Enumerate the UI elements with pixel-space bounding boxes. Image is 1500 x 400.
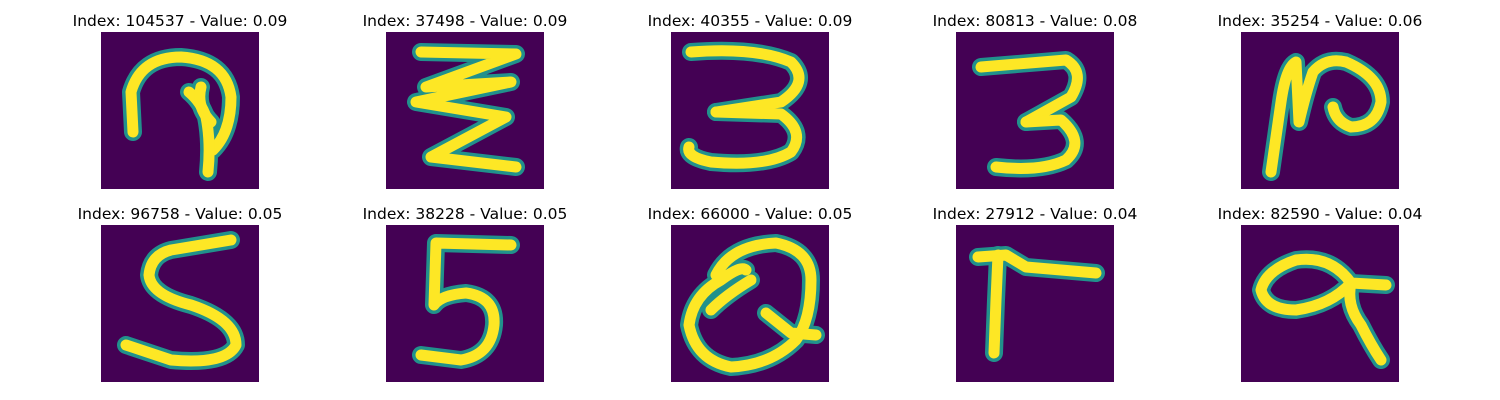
panel-0: Index: 104537 - Value: 0.09	[60, 12, 300, 202]
panel-title: Index: 82590 - Value: 0.04	[1217, 205, 1423, 223]
digit-image	[101, 225, 259, 382]
digit-image	[1241, 32, 1399, 189]
digit-image	[101, 32, 259, 189]
panel-8: Index: 27912 - Value: 0.04	[915, 205, 1155, 395]
panel-title: Index: 80813 - Value: 0.08	[932, 12, 1138, 30]
panel-title: Index: 96758 - Value: 0.05	[77, 205, 283, 223]
panel-4: Index: 35254 - Value: 0.06	[1200, 12, 1440, 202]
digit-image	[956, 32, 1114, 189]
panel-title: Index: 27912 - Value: 0.04	[932, 205, 1138, 223]
panel-7: Index: 66000 - Value: 0.05	[630, 205, 870, 395]
panel-9: Index: 82590 - Value: 0.04	[1200, 205, 1440, 395]
panel-3: Index: 80813 - Value: 0.08	[915, 12, 1155, 202]
digit-image	[956, 225, 1114, 382]
panel-2: Index: 40355 - Value: 0.09	[630, 12, 870, 202]
panel-title: Index: 40355 - Value: 0.09	[647, 12, 853, 30]
panel-5: Index: 96758 - Value: 0.05	[60, 205, 300, 395]
panel-title: Index: 37498 - Value: 0.09	[362, 12, 568, 30]
digit-image	[386, 32, 544, 189]
panel-title: Index: 35254 - Value: 0.06	[1217, 12, 1423, 30]
panel-title: Index: 38228 - Value: 0.05	[362, 205, 568, 223]
panel-title: Index: 104537 - Value: 0.09	[72, 12, 288, 30]
panel-title: Index: 66000 - Value: 0.05	[647, 205, 853, 223]
digit-image	[671, 225, 829, 382]
panel-6: Index: 38228 - Value: 0.05	[345, 205, 585, 395]
digit-image	[1241, 225, 1399, 382]
digit-image	[386, 225, 544, 382]
panel-1: Index: 37498 - Value: 0.09	[345, 12, 585, 202]
digit-image	[671, 32, 829, 189]
